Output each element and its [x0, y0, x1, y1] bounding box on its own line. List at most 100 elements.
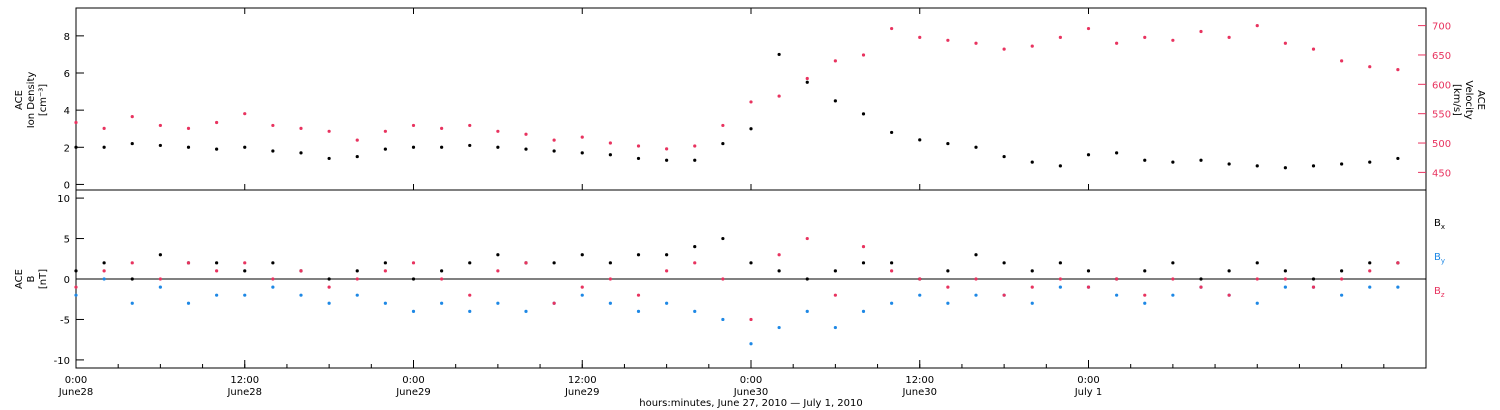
- velocity-point: [158, 123, 162, 128]
- density-point: [693, 158, 697, 162]
- velocity-point: [215, 120, 219, 125]
- top-right-tick-label: 500: [1432, 139, 1451, 150]
- density-point: [1396, 156, 1400, 161]
- bz-point: [918, 277, 922, 281]
- bottom-left-tick-label: 5: [64, 235, 70, 246]
- bz-point: [1058, 277, 1062, 281]
- bz-point: [665, 269, 669, 273]
- bz-point: [1311, 285, 1316, 289]
- bx-point: [355, 269, 359, 273]
- velocity-point: [74, 120, 78, 125]
- by-point: [74, 293, 78, 297]
- density-point: [1199, 158, 1203, 162]
- density-point: [468, 143, 472, 148]
- by-point: [777, 325, 781, 330]
- velocity-point: [693, 144, 697, 148]
- bx-point: [890, 261, 894, 265]
- velocity-point: [1143, 35, 1147, 39]
- bx-point: [102, 261, 106, 265]
- velocity-point: [608, 141, 612, 145]
- bx-point: [777, 269, 781, 273]
- bx-point: [1058, 261, 1062, 265]
- by-point: [1058, 285, 1062, 289]
- density-point: [1227, 162, 1231, 166]
- bz-point: [468, 293, 472, 297]
- density-point: [918, 138, 922, 142]
- velocity-point: [665, 147, 669, 151]
- top-right-ylabel-line2: Velocity: [1463, 80, 1474, 119]
- by-point: [693, 309, 697, 313]
- by-point: [1340, 293, 1344, 297]
- x-axis-label: hours:minutes, June 27, 2010 — July 1, 2…: [639, 398, 863, 409]
- by-point: [411, 309, 416, 313]
- bottom-left-tick-label: 0: [64, 275, 70, 286]
- by-point: [440, 301, 444, 305]
- density-point: [721, 141, 725, 146]
- bz-point: [355, 277, 359, 281]
- velocity-point: [468, 123, 472, 128]
- by-point: [158, 285, 162, 289]
- bx-point: [1340, 269, 1344, 273]
- bz-point: [1171, 277, 1175, 281]
- bz-point: [327, 285, 331, 289]
- bz-point: [215, 269, 219, 273]
- by-point: [355, 293, 359, 297]
- bz-point: [1283, 277, 1287, 281]
- velocity-point: [833, 59, 837, 63]
- x-tick-time-label: 0:00: [402, 375, 424, 386]
- velocity-point: [1115, 41, 1119, 45]
- density-point: [299, 151, 303, 155]
- density-point: [946, 141, 950, 146]
- density-point: [440, 145, 444, 149]
- by-point: [1171, 293, 1175, 297]
- x-tick-time-label: 12:00: [230, 375, 259, 386]
- velocity-point: [1311, 47, 1316, 51]
- velocity-point: [1227, 35, 1231, 39]
- legend-entry-y: By: [1434, 252, 1445, 265]
- bx-point: [1171, 261, 1175, 265]
- bx-point: [1143, 269, 1147, 273]
- by-point: [1115, 293, 1119, 297]
- x-tick-time-label: 12:00: [568, 375, 597, 386]
- density-point: [496, 145, 500, 149]
- velocity-point: [918, 35, 922, 39]
- bx-point: [383, 261, 387, 265]
- bz-point: [1002, 293, 1006, 297]
- bx-point: [861, 261, 866, 265]
- by-point: [805, 309, 809, 313]
- bx-point: [805, 277, 809, 281]
- velocity-point: [299, 126, 303, 130]
- top-left-tick-label: 0: [64, 180, 70, 191]
- density-point: [186, 145, 191, 149]
- bz-point: [974, 277, 978, 281]
- bz-point: [1368, 269, 1372, 273]
- density-point: [1086, 153, 1091, 157]
- bz-point: [890, 269, 894, 273]
- velocity-point: [1086, 26, 1091, 31]
- velocity-point: [186, 126, 191, 130]
- by-point: [327, 301, 331, 305]
- bx-point: [1199, 277, 1203, 281]
- by-point: [636, 309, 641, 313]
- velocity-point: [1030, 44, 1034, 48]
- top-right-ylabel-line1: ACE: [1475, 90, 1486, 110]
- density-point: [861, 112, 866, 116]
- bz-point: [1030, 285, 1034, 289]
- by-point: [890, 301, 894, 305]
- velocity-point: [355, 138, 359, 142]
- bottom-left-tick-label: -10: [54, 356, 70, 367]
- bottom-ylabel-line3: [nT]: [38, 269, 49, 289]
- bottom-left-tick-label: -5: [60, 315, 70, 326]
- x-tick-date-label: June29: [395, 387, 431, 398]
- bx-point: [749, 261, 753, 265]
- top-right-ylabel-line3: [km/s]: [1451, 84, 1462, 116]
- x-tick-time-label: 0:00: [65, 375, 87, 386]
- bx-point: [158, 253, 162, 257]
- bx-point: [946, 269, 950, 273]
- velocity-point: [440, 126, 444, 130]
- top-right-tick-label: 650: [1432, 51, 1451, 62]
- bz-point: [1227, 293, 1231, 297]
- bottom-ylabel-line2: B: [26, 275, 37, 282]
- velocity-point: [496, 129, 500, 133]
- by-point: [749, 342, 753, 346]
